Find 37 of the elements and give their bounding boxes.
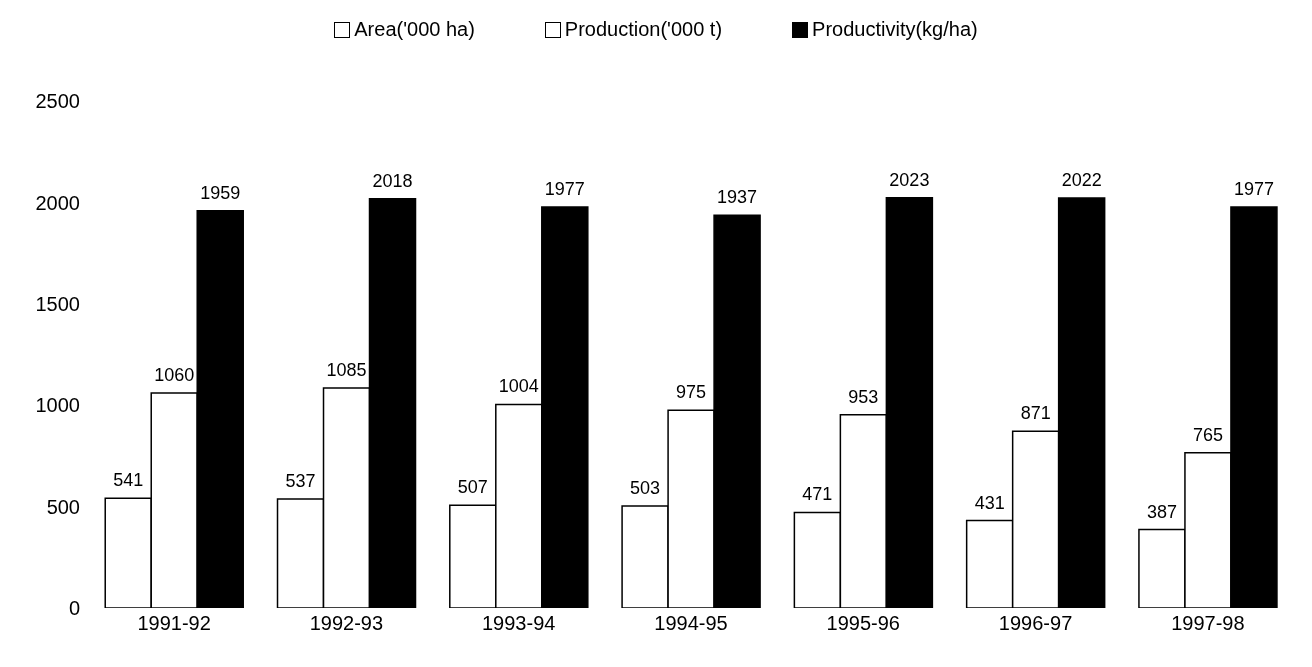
y-tick-label: 2500 xyxy=(35,90,80,113)
y-tick-label: 500 xyxy=(46,495,80,518)
data-label: 387 xyxy=(1146,501,1177,522)
y-tick-label: 0 xyxy=(68,597,80,620)
data-label: 1977 xyxy=(544,179,585,200)
data-label: 953 xyxy=(848,386,879,407)
data-label: 2018 xyxy=(372,170,413,191)
x-tick-label: 1994-95 xyxy=(654,612,728,635)
y-tick-label: 1000 xyxy=(35,394,80,417)
data-label: 1004 xyxy=(498,376,539,397)
data-label: 1937 xyxy=(717,187,758,208)
legend-label: Productivity(kg/ha) xyxy=(812,18,978,41)
data-label: 975 xyxy=(676,382,707,403)
x-tick-label: 1995-96 xyxy=(826,612,900,635)
data-label: 2023 xyxy=(889,169,930,190)
legend-label: Area('000 ha) xyxy=(354,18,475,41)
data-label: 871 xyxy=(1020,403,1051,424)
x-tick-label: 1992-93 xyxy=(309,612,384,635)
data-label: 471 xyxy=(802,484,833,505)
y-tick-label: 2000 xyxy=(35,191,80,214)
y-tick-label: 1500 xyxy=(35,292,80,315)
data-label: 503 xyxy=(630,477,661,498)
data-label: 1959 xyxy=(200,182,241,203)
x-tick-label: 1996-97 xyxy=(998,612,1073,635)
x-tick-label: 1997-98 xyxy=(1171,612,1245,635)
data-label: 507 xyxy=(457,477,488,498)
data-label: 765 xyxy=(1192,424,1223,445)
x-tick-label: 1993-94 xyxy=(482,612,556,635)
legend-label: Production('000 t) xyxy=(564,18,723,41)
data-label: 541 xyxy=(113,470,144,491)
data-label: 1977 xyxy=(1233,179,1274,200)
x-tick-label: 1991-92 xyxy=(137,612,211,635)
data-label: 1085 xyxy=(326,359,367,380)
data-label: 2022 xyxy=(1061,169,1102,190)
data-label: 431 xyxy=(974,492,1005,513)
data-label: 1060 xyxy=(154,365,195,386)
data-label: 537 xyxy=(285,471,316,492)
